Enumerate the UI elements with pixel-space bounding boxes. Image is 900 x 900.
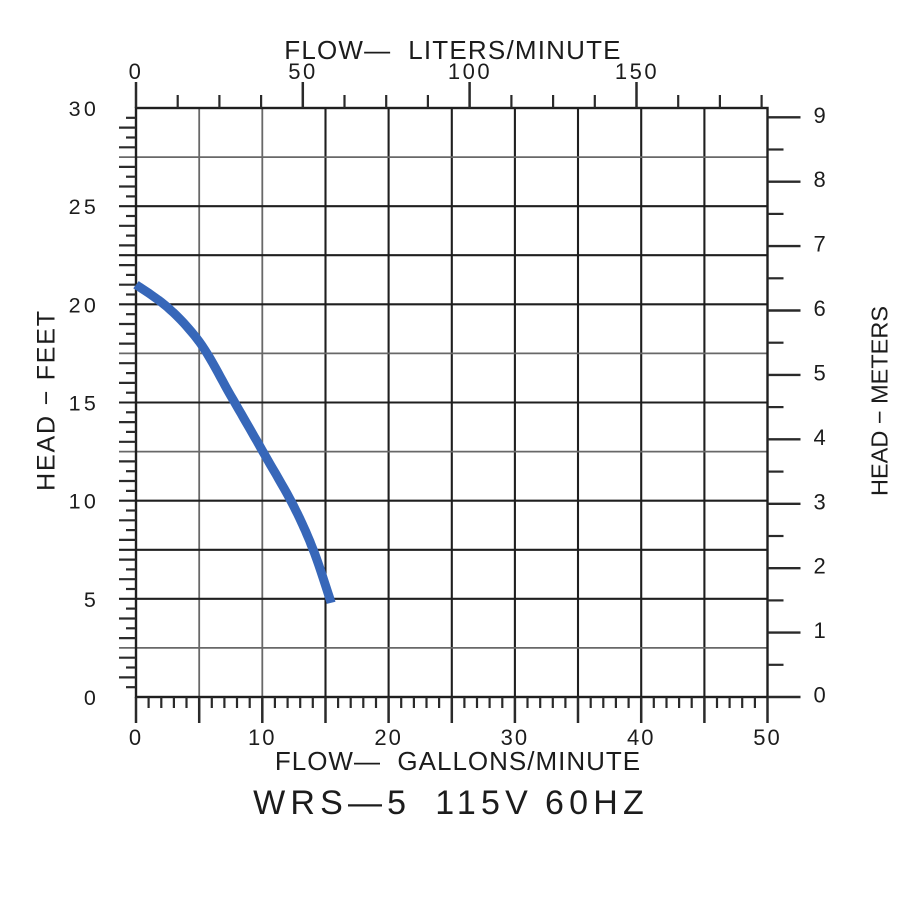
svg-text:WRS—5 115V 60HZ: WRS—5 115V 60HZ bbox=[253, 784, 649, 822]
svg-text:HEAD − FEET: HEAD − FEET bbox=[32, 309, 60, 491]
svg-text:10: 10 bbox=[248, 725, 276, 750]
svg-text:20: 20 bbox=[374, 725, 402, 750]
svg-text:9: 9 bbox=[814, 103, 826, 128]
svg-text:0: 0 bbox=[84, 686, 99, 710]
svg-text:HEAD − METERS: HEAD − METERS bbox=[867, 306, 893, 496]
svg-text:0: 0 bbox=[129, 725, 143, 750]
svg-text:150: 150 bbox=[615, 59, 659, 84]
svg-text:5: 5 bbox=[84, 588, 99, 612]
svg-text:7: 7 bbox=[814, 232, 826, 257]
svg-text:5: 5 bbox=[814, 360, 826, 385]
svg-text:2: 2 bbox=[814, 554, 826, 579]
svg-text:25: 25 bbox=[69, 195, 99, 219]
svg-text:3: 3 bbox=[814, 489, 826, 514]
svg-text:0: 0 bbox=[129, 59, 144, 84]
svg-text:6: 6 bbox=[814, 296, 826, 321]
svg-text:FLOW— GALLONS/MINUTE: FLOW— GALLONS/MINUTE bbox=[275, 746, 641, 776]
svg-text:50: 50 bbox=[288, 59, 317, 84]
svg-text:40: 40 bbox=[627, 725, 655, 750]
svg-text:8: 8 bbox=[814, 167, 826, 192]
svg-text:FLOW— LITERS/MINUTE: FLOW— LITERS/MINUTE bbox=[284, 35, 621, 65]
svg-text:30: 30 bbox=[501, 725, 529, 750]
svg-text:10: 10 bbox=[69, 490, 99, 514]
svg-text:100: 100 bbox=[448, 59, 492, 84]
svg-text:20: 20 bbox=[69, 293, 99, 317]
svg-text:30: 30 bbox=[69, 97, 99, 121]
svg-text:50: 50 bbox=[753, 725, 781, 750]
svg-text:4: 4 bbox=[814, 425, 826, 450]
svg-text:15: 15 bbox=[69, 392, 99, 416]
svg-text:1: 1 bbox=[814, 618, 826, 643]
svg-text:0: 0 bbox=[814, 683, 826, 708]
